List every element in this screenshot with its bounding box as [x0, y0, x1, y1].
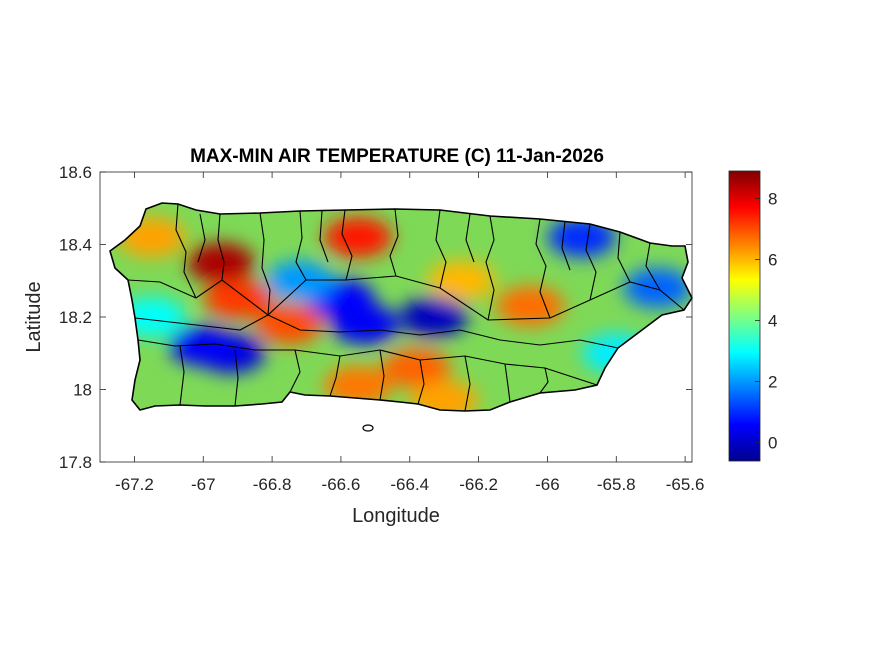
- cool-area-16: [623, 268, 692, 308]
- warm-area-4: [382, 347, 451, 388]
- y-axis: 17.8 18 18.2 18.4 18.6: [59, 163, 692, 472]
- municipality-boundary-2: [259, 212, 271, 316]
- x-axis-label: Longitude: [352, 505, 440, 527]
- y-tick-label-2: 18.2: [59, 308, 92, 327]
- x-tick-label-0: -67.2: [115, 475, 154, 494]
- municipality-boundary-26: [465, 213, 475, 263]
- municipality-boundary-8: [535, 218, 551, 319]
- warm-area-7: [496, 286, 565, 327]
- municipality-boundary-1: [217, 213, 225, 281]
- municipality-boundary-13: [134, 314, 619, 349]
- warm-area-3: [324, 217, 393, 258]
- warm-area-2: [255, 304, 324, 345]
- municipality-boundary-3: [295, 210, 307, 281]
- x-tick-label-6: -66: [535, 475, 560, 494]
- warm-area-5: [324, 365, 393, 406]
- colorbar-ticks: 0 2 4 6 8: [755, 189, 777, 453]
- municipality-boundary-16: [234, 349, 239, 407]
- warm-area-8: [427, 260, 496, 301]
- municipality-boundary-22: [504, 363, 511, 403]
- municipality-boundaries: [127, 203, 685, 412]
- y-tick-label-1: 18: [73, 381, 92, 400]
- x-tick-label-3: -66.6: [322, 475, 361, 494]
- municipality-boundary-4: [341, 209, 353, 281]
- municipality-boundary-27: [561, 220, 571, 271]
- municipality-boundary-17: [289, 349, 301, 393]
- municipality-boundary-19: [379, 349, 385, 401]
- cool-area-15: [547, 217, 616, 258]
- municipality-boundary-12: [127, 275, 685, 321]
- x-tick-label-8: -65.6: [666, 475, 705, 494]
- cool-area-12: [399, 297, 468, 337]
- island-outline: [109, 202, 693, 412]
- colorbar-tick-label-1: 2: [768, 373, 777, 392]
- y-tick-label-3: 18.4: [59, 236, 92, 255]
- cool-area-17: [265, 260, 334, 301]
- warm-area-1: [203, 278, 272, 319]
- municipality-boundary-23: [539, 367, 549, 394]
- municipality-boundary-0: [175, 203, 197, 299]
- cool-area-11: [331, 304, 400, 345]
- warm-area-0: [186, 242, 255, 283]
- x-tick-label-7: -65.8: [597, 475, 636, 494]
- municipality-boundary-25: [319, 210, 329, 263]
- municipality-boundary-10: [617, 231, 631, 283]
- municipality-boundary-11: [645, 242, 661, 291]
- x-tick-label-4: -66.4: [390, 475, 429, 494]
- x-tick-label-1: -67: [191, 475, 216, 494]
- colorbar: [728, 170, 761, 462]
- x-tick-label-5: -66.2: [459, 475, 498, 494]
- colorbar-tick-label-2: 4: [768, 312, 777, 331]
- municipality-boundary-9: [585, 223, 597, 301]
- cool-area-14: [169, 326, 238, 366]
- chart-title: MAX-MIN AIR TEMPERATURE (C) 11-Jan-2026: [190, 146, 604, 167]
- caja-de-muertos-island: [362, 424, 374, 432]
- x-axis: -67.2 -67 -66.8 -66.6 -66.4 -66.2 -66 -65.8 -65.…: [115, 172, 704, 494]
- colorbar-tick-label-3: 6: [768, 251, 777, 270]
- colorbar-tick-label-4: 8: [768, 189, 777, 208]
- municipality-boundary-6: [435, 209, 447, 289]
- y-tick-label-0: 17.8: [59, 453, 92, 472]
- colorbar-tick-label-0: 0: [768, 434, 777, 453]
- municipality-boundary-7: [485, 215, 495, 321]
- municipality-boundary-14: [137, 339, 598, 386]
- y-tick-label-4: 18.6: [59, 163, 92, 182]
- municipality-boundary-5: [389, 208, 399, 277]
- x-tick-label-2: -66.8: [253, 475, 292, 494]
- municipality-boundary-21: [464, 355, 471, 412]
- municipality-boundary-24: [197, 213, 206, 263]
- y-axis-label: Latitude: [23, 281, 45, 352]
- municipality-boundary-18: [329, 355, 341, 397]
- municipality-boundary-15: [179, 345, 185, 406]
- municipality-boundary-20: [417, 359, 425, 405]
